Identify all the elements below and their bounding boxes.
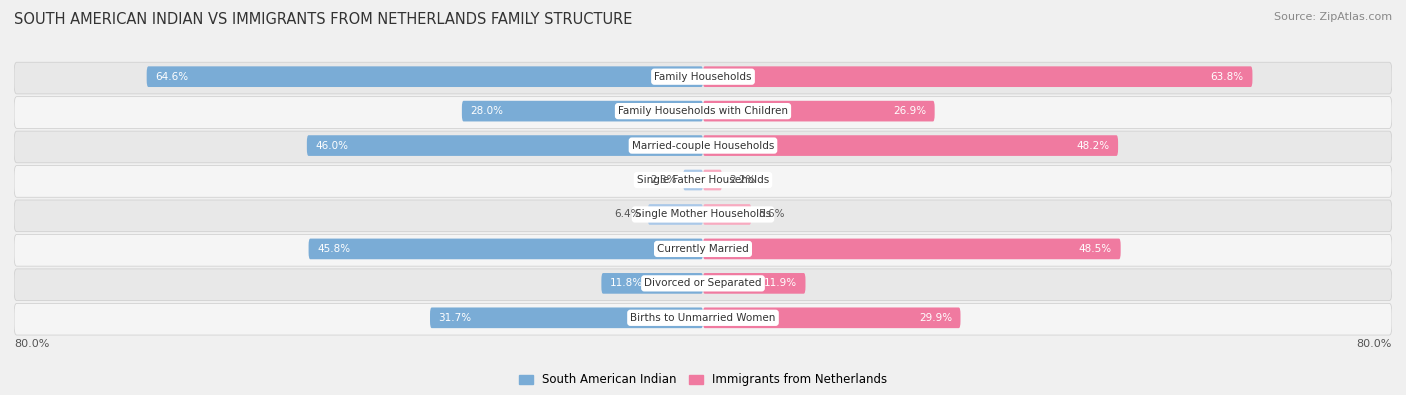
Text: 6.4%: 6.4% xyxy=(614,209,641,220)
Text: 26.9%: 26.9% xyxy=(893,106,927,116)
Text: Currently Married: Currently Married xyxy=(657,244,749,254)
FancyBboxPatch shape xyxy=(461,101,703,121)
FancyBboxPatch shape xyxy=(703,273,806,294)
Text: 80.0%: 80.0% xyxy=(1357,339,1392,349)
Text: 64.6%: 64.6% xyxy=(155,71,188,82)
FancyBboxPatch shape xyxy=(703,170,721,190)
Text: 2.2%: 2.2% xyxy=(728,175,755,185)
FancyBboxPatch shape xyxy=(14,97,1392,128)
Text: 2.3%: 2.3% xyxy=(650,175,676,185)
Text: 63.8%: 63.8% xyxy=(1211,71,1244,82)
FancyBboxPatch shape xyxy=(308,239,703,259)
Text: 31.7%: 31.7% xyxy=(439,313,472,323)
Text: 45.8%: 45.8% xyxy=(318,244,350,254)
Text: Single Father Households: Single Father Households xyxy=(637,175,769,185)
FancyBboxPatch shape xyxy=(14,166,1392,197)
Text: 11.9%: 11.9% xyxy=(763,278,797,288)
Text: Single Mother Households: Single Mother Households xyxy=(636,209,770,220)
Text: Married-couple Households: Married-couple Households xyxy=(631,141,775,150)
FancyBboxPatch shape xyxy=(14,303,1392,335)
Text: Family Households: Family Households xyxy=(654,71,752,82)
FancyBboxPatch shape xyxy=(14,269,1392,301)
FancyBboxPatch shape xyxy=(703,204,751,225)
FancyBboxPatch shape xyxy=(703,239,1121,259)
Text: 11.8%: 11.8% xyxy=(610,278,643,288)
FancyBboxPatch shape xyxy=(703,307,960,328)
Text: 48.2%: 48.2% xyxy=(1077,141,1109,150)
FancyBboxPatch shape xyxy=(683,170,703,190)
Legend: South American Indian, Immigrants from Netherlands: South American Indian, Immigrants from N… xyxy=(515,369,891,391)
FancyBboxPatch shape xyxy=(14,235,1392,266)
Text: Family Households with Children: Family Households with Children xyxy=(619,106,787,116)
FancyBboxPatch shape xyxy=(307,135,703,156)
Text: SOUTH AMERICAN INDIAN VS IMMIGRANTS FROM NETHERLANDS FAMILY STRUCTURE: SOUTH AMERICAN INDIAN VS IMMIGRANTS FROM… xyxy=(14,12,633,27)
Text: 46.0%: 46.0% xyxy=(315,141,349,150)
Text: Divorced or Separated: Divorced or Separated xyxy=(644,278,762,288)
FancyBboxPatch shape xyxy=(648,204,703,225)
Text: 29.9%: 29.9% xyxy=(918,313,952,323)
Text: Births to Unmarried Women: Births to Unmarried Women xyxy=(630,313,776,323)
Text: 5.6%: 5.6% xyxy=(758,209,785,220)
FancyBboxPatch shape xyxy=(703,101,935,121)
Text: 28.0%: 28.0% xyxy=(471,106,503,116)
FancyBboxPatch shape xyxy=(146,66,703,87)
FancyBboxPatch shape xyxy=(703,66,1253,87)
FancyBboxPatch shape xyxy=(14,62,1392,94)
Text: 48.5%: 48.5% xyxy=(1078,244,1112,254)
Text: Source: ZipAtlas.com: Source: ZipAtlas.com xyxy=(1274,12,1392,22)
FancyBboxPatch shape xyxy=(430,307,703,328)
FancyBboxPatch shape xyxy=(14,131,1392,163)
FancyBboxPatch shape xyxy=(602,273,703,294)
Text: 80.0%: 80.0% xyxy=(14,339,49,349)
FancyBboxPatch shape xyxy=(703,135,1118,156)
FancyBboxPatch shape xyxy=(14,200,1392,232)
